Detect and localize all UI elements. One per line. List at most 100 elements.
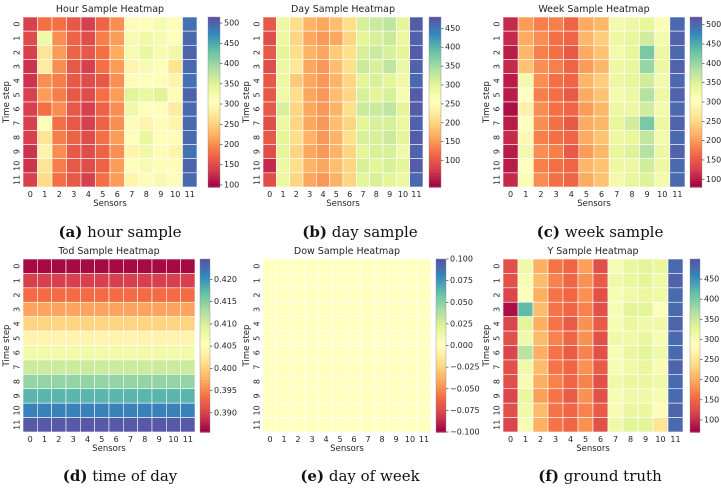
heatmap-cell (276, 59, 290, 74)
heatmap-cell (342, 130, 357, 145)
colorbar-segment (208, 79, 220, 83)
heatmap-cell (669, 30, 686, 46)
heatmap-cell (289, 144, 304, 159)
colorbar-segment (690, 382, 700, 387)
heatmap-cell (137, 316, 153, 332)
colorbar-segment (436, 284, 446, 289)
heatmap-cell (123, 388, 138, 404)
heatmap-cell (51, 130, 67, 145)
colorbar-segment (200, 371, 210, 375)
heatmap-cell (624, 115, 640, 131)
colorbar-segment (200, 362, 210, 367)
heatmap-cell (622, 417, 639, 433)
heatmap-cell (669, 101, 686, 117)
heatmap-cell (166, 287, 181, 303)
colorbar-segment (690, 293, 700, 298)
colorbar-segment (208, 170, 220, 174)
heatmap-cell (669, 45, 686, 60)
heatmap-cell (137, 402, 153, 418)
colorbar-segment (429, 39, 441, 44)
heatmap-cell (667, 402, 684, 418)
colorbar-segment (208, 31, 220, 35)
y-tick-label: 0 (493, 264, 502, 269)
heatmap-cell (123, 287, 138, 303)
heatmap-cell (290, 273, 306, 289)
x-tick-label: 4 (569, 190, 574, 199)
y-tick-label: 8 (253, 379, 262, 384)
x-tick-label: 7 (365, 435, 370, 444)
heatmap-panel-5: Y Sample Heatmap 0 1 2 3 4 5 6 7 8 9 10 11 Sensors 0 1 2… (482, 246, 719, 454)
colorbar-segment (690, 380, 700, 384)
colorbar-segment (429, 133, 441, 137)
colorbar-segment (208, 99, 220, 103)
heatmap-cell (37, 273, 52, 289)
heatmap-cell (533, 172, 549, 188)
heatmap-cell (290, 301, 306, 317)
heatmap-cell (167, 101, 183, 117)
colorbar-segment (436, 380, 446, 384)
heatmap-cell (593, 130, 610, 145)
heatmap-cell (51, 16, 67, 32)
y-tick-label: 10 (253, 161, 262, 171)
heatmap-cell (276, 417, 292, 433)
y-tick-label: 10 (253, 405, 262, 415)
heatmap-cell (124, 144, 140, 159)
heatmap-cell (332, 287, 348, 303)
heatmap-cell (80, 73, 96, 89)
heatmap-cell (402, 258, 418, 274)
y-tick-label: 11 (13, 420, 22, 430)
heatmap-cell (517, 144, 534, 159)
heatmap-cell (374, 402, 390, 418)
colorbar-tick-label: 0.000 (450, 341, 473, 350)
heatmap-cell (346, 287, 362, 303)
heatmap-cell (517, 130, 534, 145)
heatmap-cell (329, 45, 344, 60)
heatmap-cell (290, 258, 306, 274)
colorbar-segment (690, 359, 700, 364)
heatmap-cell (608, 45, 625, 60)
heatmap-cell (108, 359, 124, 375)
heatmap-cell (637, 301, 654, 317)
heatmap-cell (166, 388, 181, 404)
heatmap-cell (374, 388, 390, 404)
y-tick-label: 3 (13, 307, 22, 312)
colorbar-segment (436, 264, 446, 269)
heatmap-cell (166, 301, 181, 317)
colorbar-segment (208, 87, 220, 92)
heatmap-cell (276, 172, 290, 188)
x-tick-label: 5 (100, 190, 105, 199)
heatmap-cell (37, 172, 53, 188)
heatmap-cell (124, 158, 140, 174)
colorbar-segment (436, 319, 446, 324)
x-tick-label: 6 (598, 435, 603, 444)
y-tick-label: 11 (13, 175, 22, 185)
colorbar-segment (429, 85, 441, 89)
colorbar-segment (436, 276, 446, 280)
colorbar-segment (200, 287, 210, 292)
heatmap-cell (593, 115, 610, 131)
heatmap-cell (517, 359, 534, 375)
heatmap-cell (302, 144, 317, 159)
heatmap-cell (66, 73, 82, 89)
heatmap-cell (396, 101, 410, 117)
heatmap-cell (402, 388, 418, 404)
heatmap-cell (65, 359, 81, 375)
heatmap-cell (577, 345, 594, 361)
colorbar-segment (200, 394, 210, 398)
heatmap-cell (396, 87, 410, 103)
colorbar-tick-label: 200 (445, 118, 460, 127)
heatmap-cell (639, 45, 655, 60)
colorbar-segment (200, 414, 210, 419)
heatmap-cell (51, 158, 67, 174)
heatmap-cell (37, 30, 53, 46)
heatmap-cell (388, 287, 404, 303)
colorbar-segment (200, 284, 210, 289)
heatmap-cell (652, 374, 669, 390)
heatmap-cell (66, 115, 82, 131)
heatmap-cell (276, 301, 292, 317)
heatmap-cell (374, 301, 390, 317)
heatmap-cell (109, 130, 125, 145)
heatmap-cell (639, 172, 655, 188)
heatmap-cell (302, 59, 317, 74)
heatmap-cell (517, 273, 534, 289)
